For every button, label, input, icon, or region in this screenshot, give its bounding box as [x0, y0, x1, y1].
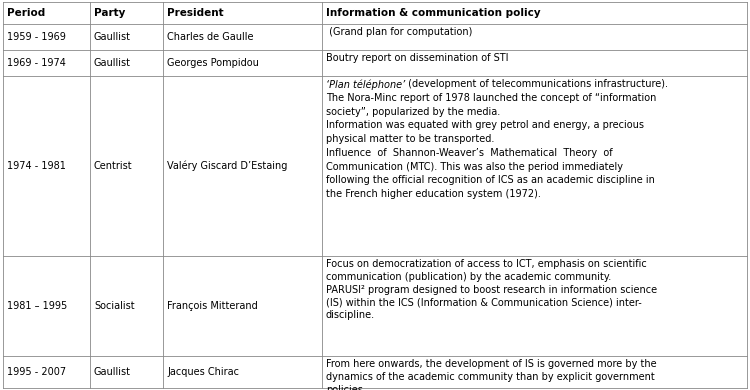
Text: ‘Plan téléphone’: ‘Plan téléphone’: [326, 79, 405, 89]
Text: François Mitterand: François Mitterand: [167, 301, 258, 311]
Text: 1981 – 1995: 1981 – 1995: [7, 301, 68, 311]
Text: (development of telecommunications infrastructure).: (development of telecommunications infra…: [405, 79, 668, 89]
Text: Gaullist: Gaullist: [94, 58, 131, 68]
Text: Socialist: Socialist: [94, 301, 135, 311]
Text: Jacques Chirac: Jacques Chirac: [167, 367, 239, 377]
Text: Information was equated with grey petrol and energy, a precious: Information was equated with grey petrol…: [326, 120, 644, 130]
Text: 1974 - 1981: 1974 - 1981: [7, 161, 66, 171]
Text: physical matter to be transported.: physical matter to be transported.: [326, 134, 494, 144]
Text: From here onwards, the development of IS is governed more by the
dynamics of the: From here onwards, the development of IS…: [326, 359, 657, 390]
Text: Gaullist: Gaullist: [94, 367, 131, 377]
Text: (Grand plan for computation): (Grand plan for computation): [326, 27, 472, 37]
Text: Influence  of  Shannon-Weaver’s  Mathematical  Theory  of: Influence of Shannon-Weaver’s Mathematic…: [326, 148, 613, 158]
Text: Boutry report on dissemination of STI: Boutry report on dissemination of STI: [326, 53, 508, 63]
Text: 1995 - 2007: 1995 - 2007: [7, 367, 66, 377]
Text: following the official recognition of ICS as an academic discipline in: following the official recognition of IC…: [326, 176, 655, 185]
Text: 1969 - 1974: 1969 - 1974: [7, 58, 66, 68]
Text: 1959 - 1969: 1959 - 1969: [7, 32, 66, 42]
Text: Period: Period: [7, 8, 45, 18]
Text: The Nora-Minc report of 1978 launched the concept of “information: The Nora-Minc report of 1978 launched th…: [326, 93, 656, 103]
Text: Charles de Gaulle: Charles de Gaulle: [167, 32, 254, 42]
Text: Gaullist: Gaullist: [94, 32, 131, 42]
Text: society”, popularized by the media.: society”, popularized by the media.: [326, 106, 500, 117]
Text: Centrist: Centrist: [94, 161, 133, 171]
Text: Valéry Giscard D’Estaing: Valéry Giscard D’Estaing: [167, 161, 287, 171]
Text: Communication (MTC). This was also the period immediately: Communication (MTC). This was also the p…: [326, 161, 623, 172]
Text: President: President: [167, 8, 224, 18]
Text: Georges Pompidou: Georges Pompidou: [167, 58, 259, 68]
Text: the French higher education system (1972).: the French higher education system (1972…: [326, 189, 541, 199]
Text: Party: Party: [94, 8, 125, 18]
Text: Focus on democratization of access to ICT, emphasis on scientific
communication : Focus on democratization of access to IC…: [326, 259, 657, 320]
Text: Information & communication policy: Information & communication policy: [326, 8, 541, 18]
